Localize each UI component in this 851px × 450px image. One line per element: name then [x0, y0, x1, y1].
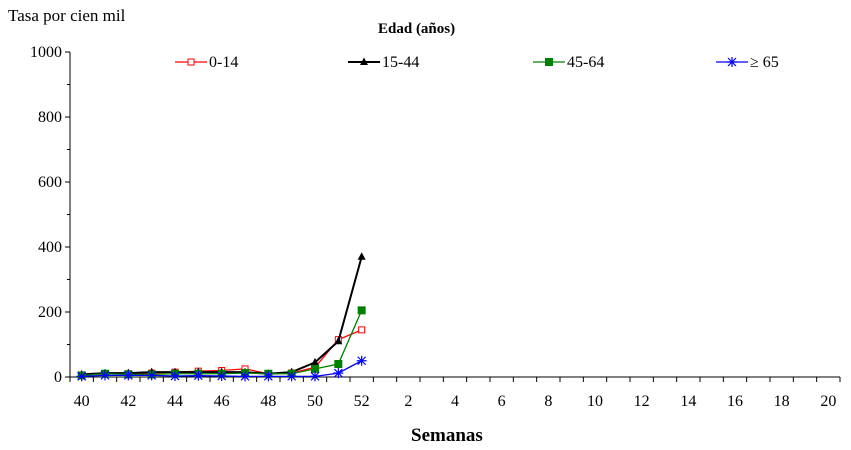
data-point: [100, 370, 110, 381]
data-point: [170, 371, 180, 382]
x-tick-label: 50: [307, 393, 323, 410]
x-tick-label: 48: [260, 393, 276, 410]
data-point: [333, 368, 344, 379]
x-tick-label: 20: [820, 393, 836, 410]
data-point: [360, 57, 368, 65]
data-point: [146, 370, 157, 381]
x-tick-label: 2: [404, 393, 412, 410]
data-point: [311, 357, 319, 366]
legend-label: 0-14: [209, 54, 238, 71]
legend-label: 15-44: [382, 54, 419, 71]
x-axis-title: Semanas: [411, 425, 483, 446]
series-line: [81, 256, 363, 376]
data-point: [286, 371, 297, 382]
x-tick-label: 40: [74, 393, 90, 410]
x-tick-label: 44: [167, 393, 183, 410]
axes: [69, 52, 840, 378]
x-tick-label: 4: [451, 393, 459, 410]
data-point: [334, 336, 343, 345]
series-line: [81, 310, 363, 377]
y-axis-title: Tasa por cien mil: [8, 6, 126, 25]
y-tick-label: 0: [54, 369, 62, 386]
legend-label: ≥ 65: [750, 54, 779, 71]
legend-item: ≥ 65: [716, 54, 779, 71]
y-tick-label: 800: [38, 109, 62, 126]
y-tick-label: 1000: [30, 44, 62, 61]
data-point: [334, 360, 343, 368]
data-point: [216, 371, 227, 382]
data-point: [358, 326, 366, 334]
data-point: [727, 57, 737, 67]
legend-label: 45-64: [567, 54, 604, 71]
data-point: [311, 364, 319, 373]
data-point: [193, 370, 204, 381]
data-point: [240, 371, 250, 382]
legend: 0-14 15-44 45-64 ≥ 65: [175, 54, 779, 71]
x-tick-label: 10: [587, 393, 603, 410]
x-tick-label: 42: [120, 393, 136, 410]
data-point: [357, 306, 366, 315]
data-point: [545, 58, 553, 66]
x-tick-label: 8: [544, 393, 552, 410]
x-tick-label: 16: [727, 393, 743, 410]
x-tick-label: 6: [498, 393, 506, 410]
legend-item: 45-64: [533, 54, 604, 71]
data-point: [263, 371, 274, 382]
series-group: [76, 252, 367, 382]
data-point: [357, 252, 366, 260]
y-tick-label: 600: [38, 174, 62, 191]
x-tick-label: 12: [634, 393, 650, 410]
series-4: [76, 355, 367, 382]
x-tick-label: 46: [214, 393, 230, 410]
x-tick-label: 52: [354, 393, 370, 410]
data-point: [356, 355, 367, 366]
y-tick-label: 200: [38, 304, 62, 321]
x-tick-label: 18: [774, 393, 790, 410]
data-point: [187, 58, 195, 66]
data-point: [76, 371, 87, 382]
data-point: [123, 370, 134, 381]
legend-item: 15-44: [348, 54, 419, 71]
y-tick-label: 400: [38, 239, 62, 256]
x-tick-label: 14: [680, 393, 696, 410]
legend-item: 0-14: [175, 54, 238, 71]
legend-title: Edad (años): [378, 21, 456, 37]
data-point: [310, 371, 320, 382]
